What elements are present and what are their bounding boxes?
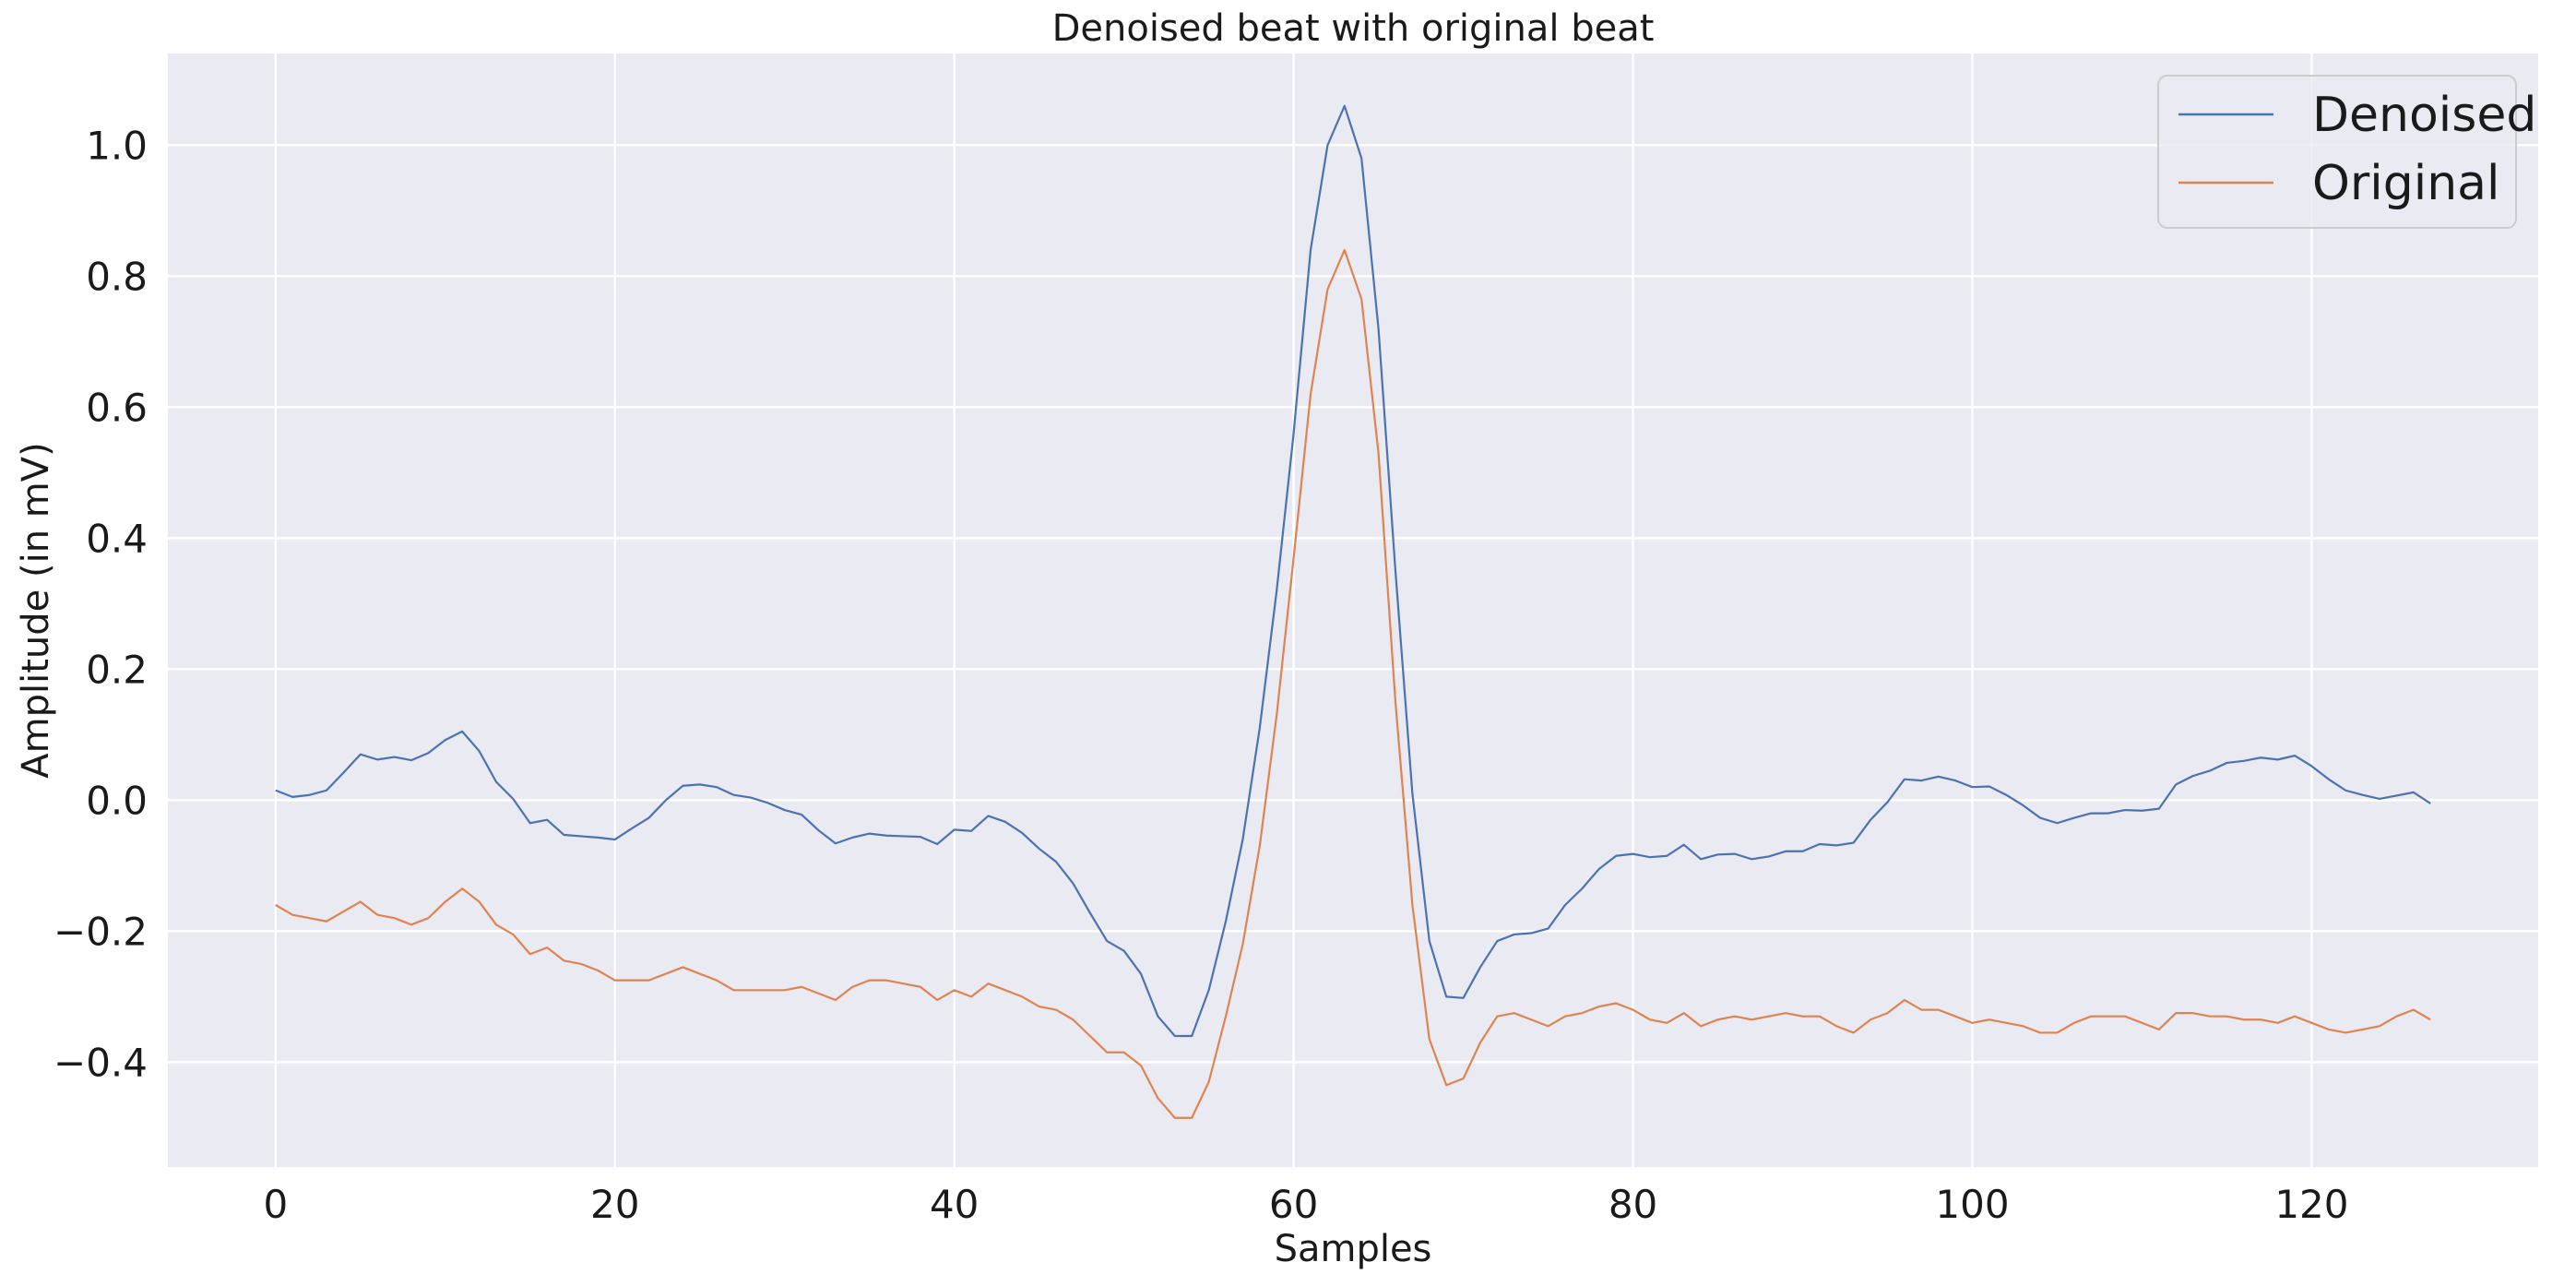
legend-label-denoised: Denoised xyxy=(2312,88,2536,143)
y-tick-label: 0.4 xyxy=(86,516,148,561)
x-tick-label: 40 xyxy=(930,1182,979,1227)
y-axis-title: Amplitude (in mV) xyxy=(15,442,57,778)
y-tick-label: 0.6 xyxy=(86,385,148,430)
y-tick-label: 0.8 xyxy=(86,254,148,299)
plot-background xyxy=(168,54,2538,1167)
x-tick-label: 80 xyxy=(1609,1182,1657,1227)
x-tick-label: 100 xyxy=(1935,1182,2009,1227)
x-tick-label: 0 xyxy=(263,1182,288,1227)
y-tick-label: 0.0 xyxy=(86,778,148,823)
legend: Denoised Original xyxy=(2157,75,2536,229)
x-tick-labels: 0 20 40 60 80 100 120 xyxy=(263,1182,2348,1227)
x-axis-title: Samples xyxy=(1275,1228,1432,1270)
y-tick-label: 1.0 xyxy=(86,123,148,168)
y-tick-label: 0.2 xyxy=(86,647,148,692)
x-tick-label: 60 xyxy=(1269,1182,1318,1227)
series-line-original xyxy=(275,248,2431,1119)
x-tick-label: 120 xyxy=(2274,1182,2348,1227)
chart-title: Denoised beat with original beat xyxy=(1052,7,1655,50)
series-layer xyxy=(275,104,2431,1119)
series-line-denoised xyxy=(275,104,2431,1038)
legend-label-original: Original xyxy=(2312,156,2499,211)
x-tick-label: 20 xyxy=(590,1182,639,1227)
y-tick-label: −0.4 xyxy=(53,1040,148,1085)
y-tick-labels: −0.4 −0.2 0.0 0.2 0.4 0.6 0.8 1.0 xyxy=(53,123,148,1085)
y-tick-label: −0.2 xyxy=(53,909,148,954)
